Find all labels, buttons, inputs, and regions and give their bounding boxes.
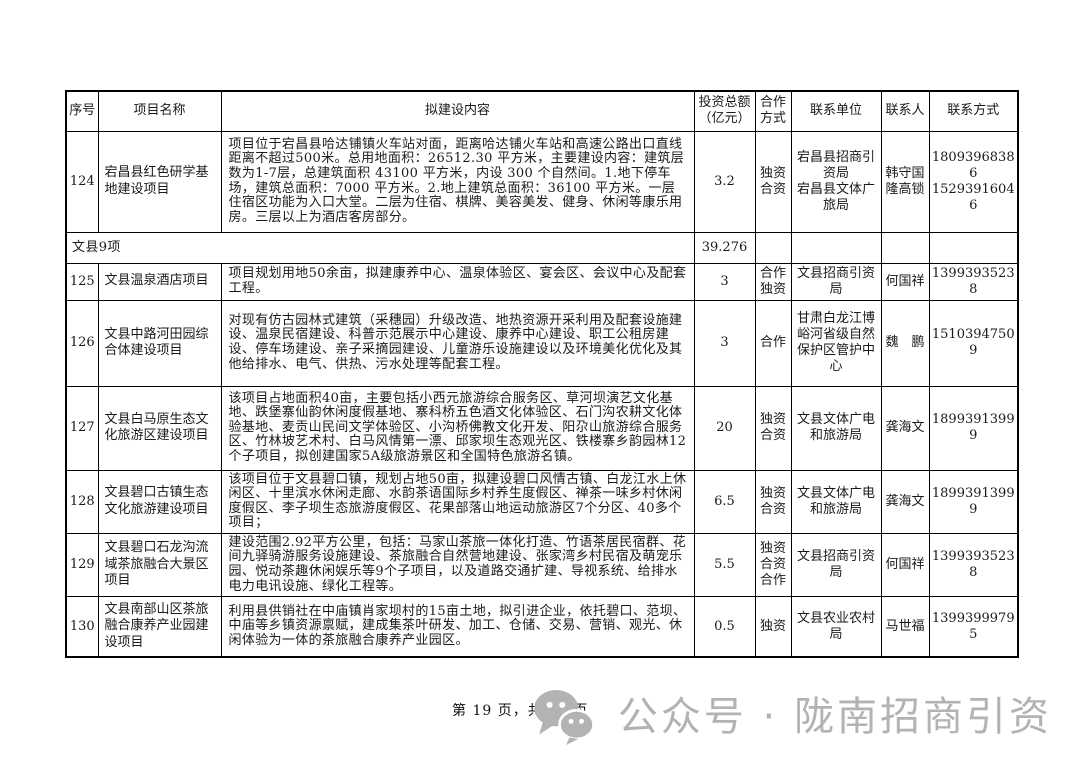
contact-phone-cell: 13993935238 (928, 262, 1019, 301)
cooperation-mode-cell: 独资 合资 (754, 385, 792, 471)
contact-person-cell (880, 231, 930, 264)
table-row: 130 文县南部山区茶旅融合康养产业园建设项目 利用县供销社在中庙镇肖家坝村的15亩… (65, 596, 1019, 658)
investment-cell: 6.5 (693, 469, 756, 534)
investment-cell: 3 (693, 262, 756, 301)
table-header-row: 序号 项目名称 拟建设内容 投资总额 （亿元） 合作 方式 联系单位 联系人 联… (65, 90, 1019, 132)
contact-unit-cell (790, 231, 882, 264)
contact-person-cell: 何国祥 (880, 532, 930, 598)
header-content: 拟建设内容 (220, 90, 695, 132)
watermark: 公众号 · 陇南招商引资 (532, 686, 1052, 748)
cooperation-mode-cell (754, 231, 792, 264)
contact-unit-cell: 甘肃白龙江博峪河省级自然保护区管护中心 (790, 299, 882, 387)
contact-person-cell: 何国祥 (880, 262, 930, 301)
contact-phone-cell: 18093968386 15293916046 (928, 130, 1019, 233)
group-row: 文县9项 39.276 (65, 231, 1019, 264)
contact-phone-cell: 13993999795 (928, 596, 1019, 658)
header-mode: 合作 方式 (754, 90, 792, 132)
watermark-text: 公众号 · 陇南招商引资 (617, 694, 1052, 740)
header-investment: 投资总额 （亿元） (693, 90, 756, 132)
header-project-name: 项目名称 (97, 90, 222, 132)
contact-unit-cell: 文县农业农村局 (790, 596, 882, 658)
contact-phone-cell: 18993913999 (928, 469, 1019, 534)
project-no-cell: 128 (65, 469, 99, 534)
table-row: 129 文县碧口石龙沟流域茶旅融合大景区项目 建设范围2.92平方公里，包括：马家山… (65, 532, 1019, 598)
contact-person-cell: 马世福 (880, 596, 930, 658)
contact-unit-cell: 文县招商引资局 (790, 532, 882, 598)
group-label-cell: 文县9项 (65, 231, 695, 264)
project-content-cell: 对现有仿古园林式建筑（采穗园）升级改造、地热资源开采利用及配套设施建设、温泉民宿… (220, 299, 695, 387)
contact-phone-cell (928, 231, 1019, 264)
project-content-cell: 该项目占地面积40亩，主要包括小西元旅游综合服务区、草河坝演艺文化基地、跌堡寨仙… (220, 385, 695, 471)
cooperation-mode-cell: 合作 独资 (754, 262, 792, 301)
contact-phone-cell: 13993935238 (928, 532, 1019, 598)
project-name-cell: 文县碧口石龙沟流域茶旅融合大景区项目 (97, 532, 222, 598)
contact-person-cell: 龚海文 (880, 469, 930, 534)
table-row: 127 文县白马原生态文化旅游区建设项目 该项目占地面积40亩，主要包括小西元旅游综… (65, 385, 1019, 471)
project-no-cell: 127 (65, 385, 99, 471)
project-content-cell: 项目规划用地50余亩，拟建康养中心、温泉体验区、宴会区、会议中心及配套工程。 (220, 262, 695, 301)
cooperation-mode-cell: 独资 合资 (754, 130, 792, 233)
wechat-icon (532, 688, 598, 746)
investment-cell: 3.2 (693, 130, 756, 233)
header-phone: 联系方式 (928, 90, 1019, 132)
investment-cell: 3 (693, 299, 756, 387)
table-row: 128 文县碧口古镇生态文化旅游建设项目 该项目位于文县碧口镇，规划占地50亩，拟建… (65, 469, 1019, 534)
investment-cell: 5.5 (693, 532, 756, 598)
contact-unit-cell: 宕昌县招商引资局 宕昌县文体广旅局 (790, 130, 882, 233)
project-no-cell: 130 (65, 596, 99, 658)
projects-table: 序号 项目名称 拟建设内容 投资总额 （亿元） 合作 方式 联系单位 联系人 联… (65, 90, 1019, 658)
project-name-cell: 文县温泉酒店项目 (97, 262, 222, 301)
header-person: 联系人 (880, 90, 930, 132)
project-no-cell: 129 (65, 532, 99, 598)
project-name-cell: 宕昌县红色研学基地建设项目 (97, 130, 222, 233)
header-unit: 联系单位 (790, 90, 882, 132)
cooperation-mode-cell: 独资 (754, 596, 792, 658)
project-content-cell: 建设范围2.92平方公里，包括：马家山茶旅一体化打造、竹语茶居民宿群、花间九驿骑… (220, 532, 695, 598)
contact-person-cell: 龚海文 (880, 385, 930, 471)
project-no-cell: 126 (65, 299, 99, 387)
contact-person-cell: 魏 鹏 (880, 299, 930, 387)
contact-phone-cell: 18993913999 (928, 385, 1019, 471)
cooperation-mode-cell: 独资 合资 合作 (754, 532, 792, 598)
project-no-cell: 125 (65, 262, 99, 301)
investment-cell: 39.276 (693, 231, 756, 264)
project-no-cell: 124 (65, 130, 99, 233)
cooperation-mode-cell: 合作 (754, 299, 792, 387)
project-name-cell: 文县中路河田园综合体建设项目 (97, 299, 222, 387)
project-content-cell: 利用县供销社在中庙镇肖家坝村的15亩土地，拟引进企业，依托碧口、范坝、中庙等乡镇… (220, 596, 695, 658)
table-row: 126 文县中路河田园综合体建设项目 对现有仿古园林式建筑（采穗园）升级改造、地热资… (65, 299, 1019, 387)
cooperation-mode-cell: 独资 合资 (754, 469, 792, 534)
project-name-cell: 文县白马原生态文化旅游区建设项目 (97, 385, 222, 471)
project-content-cell: 项目位于宕昌县哈达铺镇火车站对面，距离哈达铺火车站和高速公路出口直线距离不超过5… (220, 130, 695, 233)
contact-unit-cell: 文县文体广电和旅游局 (790, 385, 882, 471)
project-name-cell: 文县南部山区茶旅融合康养产业园建设项目 (97, 596, 222, 658)
table-body: 124 宕昌县红色研学基地建设项目 项目位于宕昌县哈达铺镇火车站对面，距离哈达铺火车… (65, 130, 1019, 658)
contact-person-cell: 韩守国 隆高锁 (880, 130, 930, 233)
contact-phone-cell: 15103947509 (928, 299, 1019, 387)
project-content-cell: 该项目位于文县碧口镇，规划占地50亩，拟建设碧口风情古镇、白龙江水上休闲区、十里… (220, 469, 695, 534)
contact-unit-cell: 文县招商引资局 (790, 262, 882, 301)
table-row: 125 文县温泉酒店项目 项目规划用地50余亩，拟建康养中心、温泉体验区、宴会区、会… (65, 262, 1019, 301)
investment-cell: 20 (693, 385, 756, 471)
project-name-cell: 文县碧口古镇生态文化旅游建设项目 (97, 469, 222, 534)
table-row: 124 宕昌县红色研学基地建设项目 项目位于宕昌县哈达铺镇火车站对面，距离哈达铺火车… (65, 130, 1019, 233)
investment-cell: 0.5 (693, 596, 756, 658)
header-no: 序号 (65, 90, 99, 132)
contact-unit-cell: 文县文体广电和旅游局 (790, 469, 882, 534)
